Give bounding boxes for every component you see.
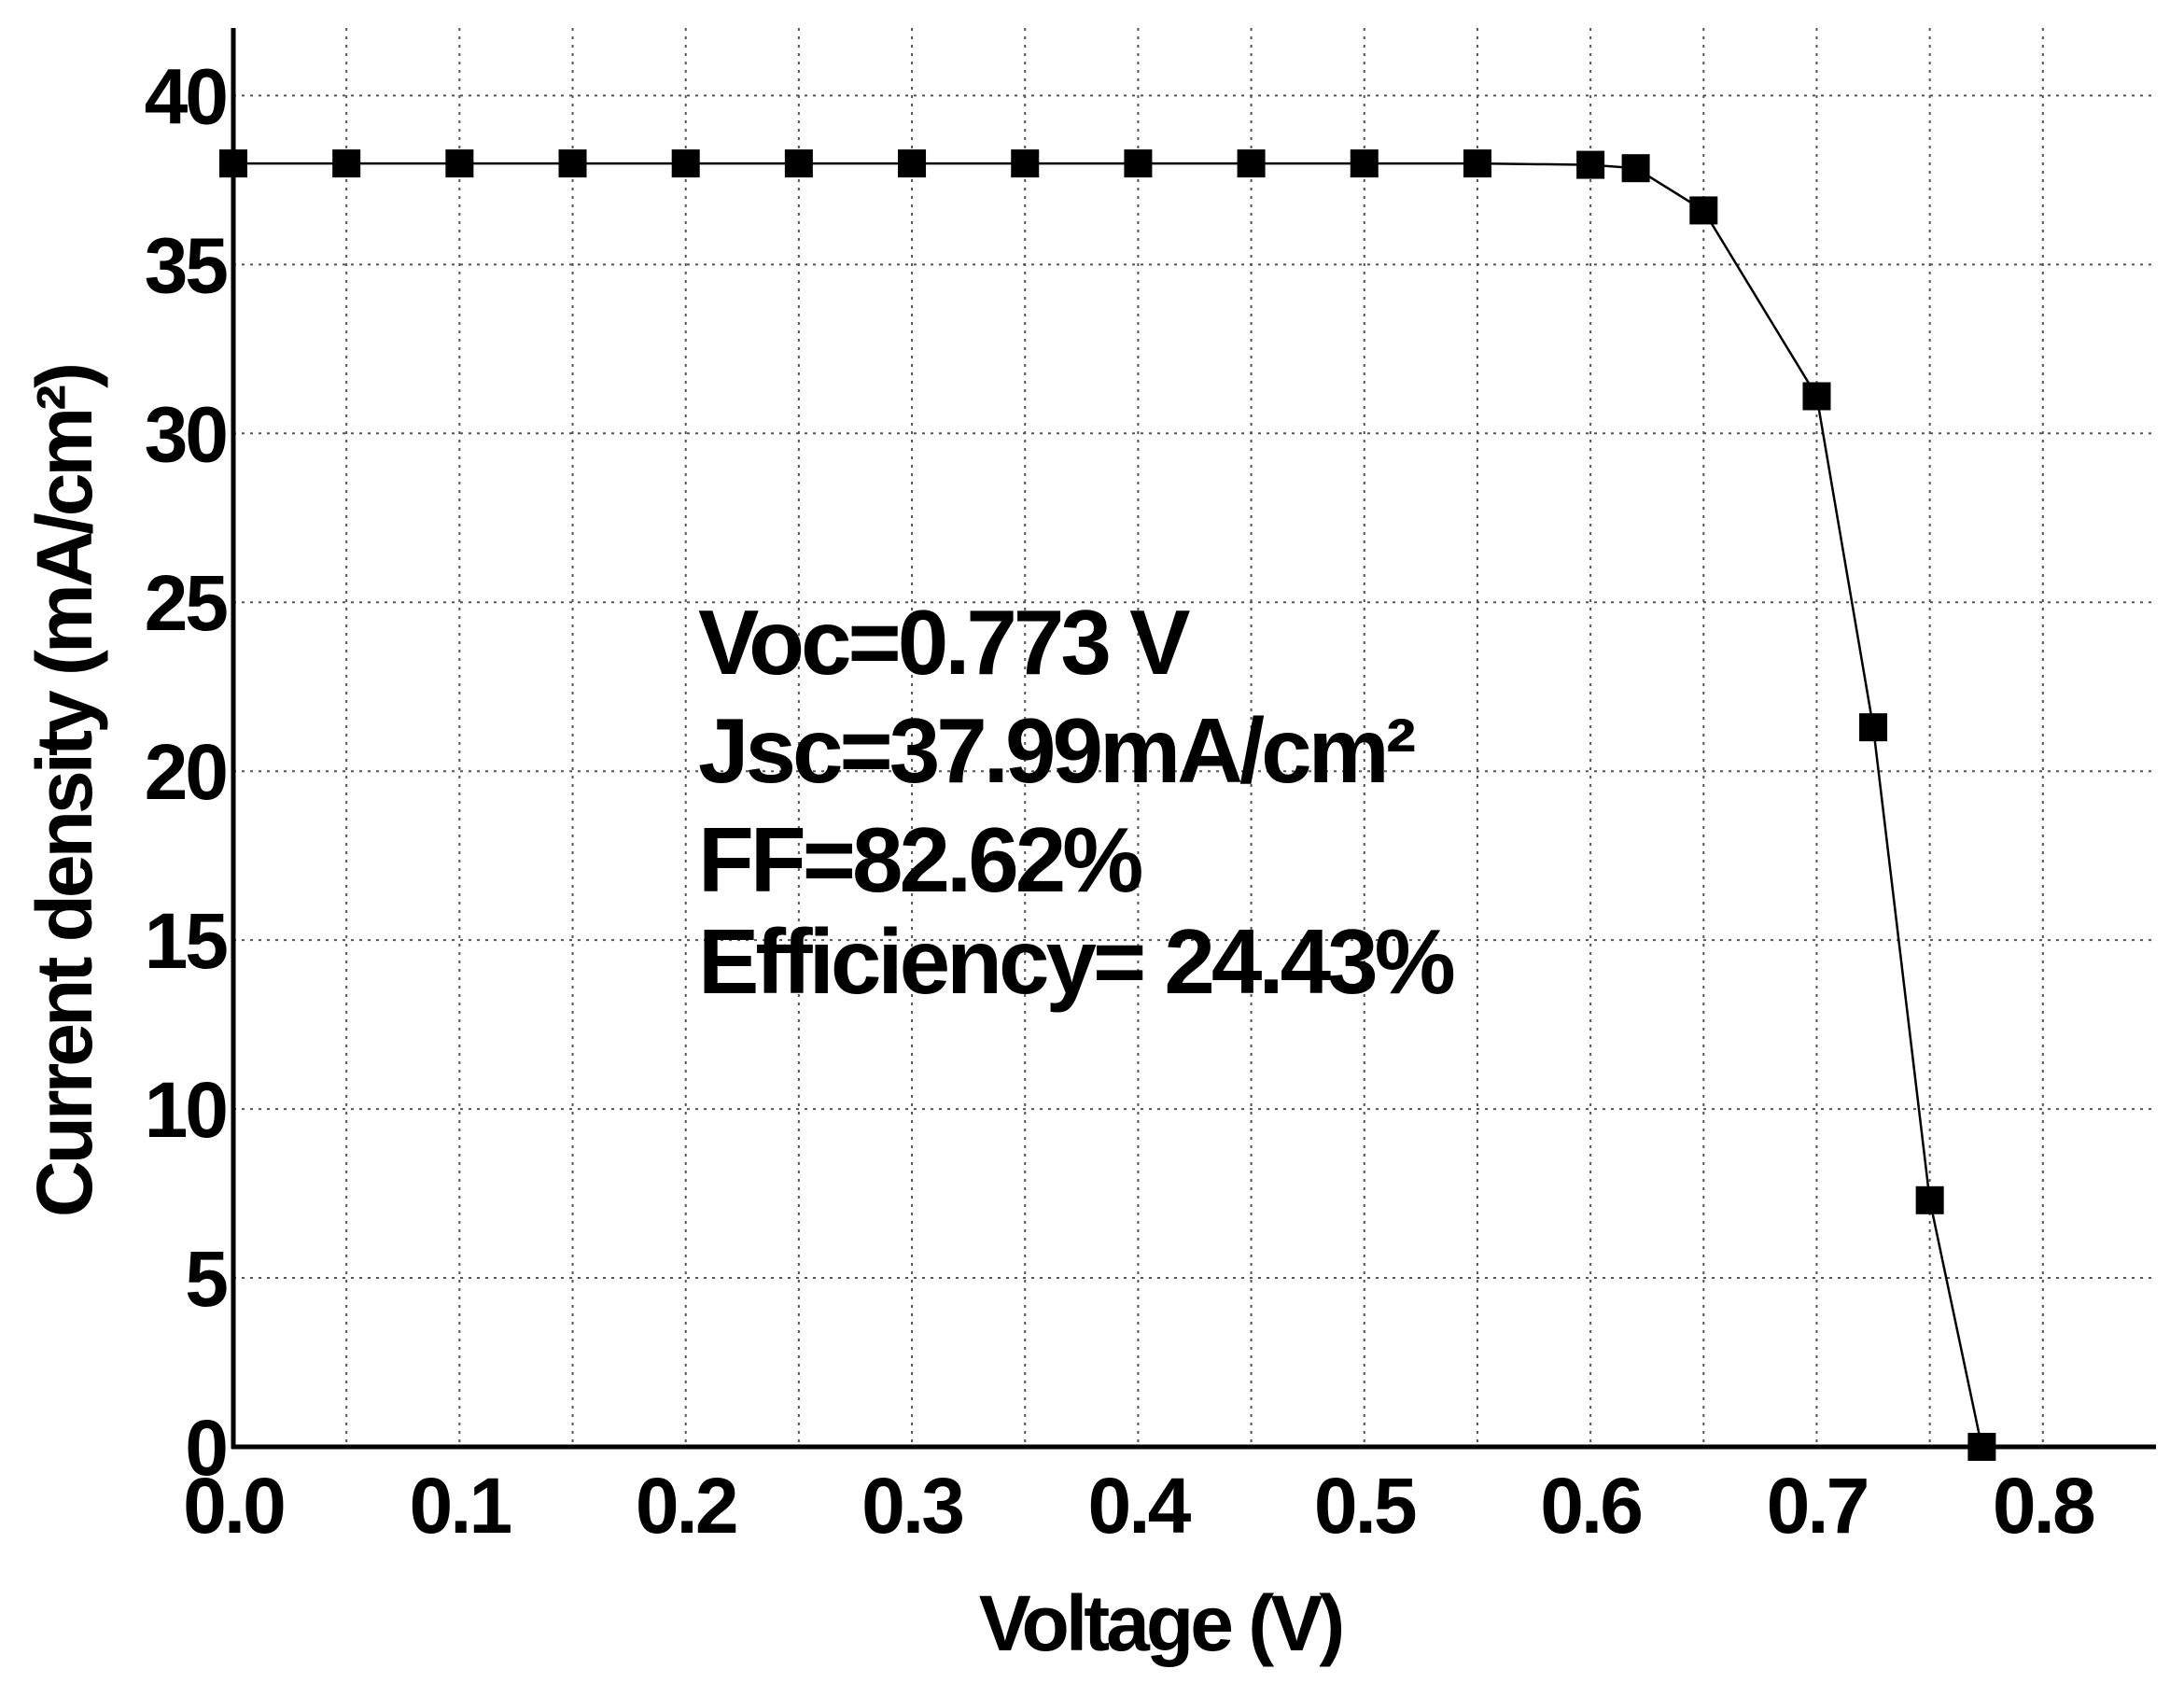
y-tick-labels: 0 5 10 15 20 25 30 35 40 [145,52,231,1492]
x-axis-title: Voltage (V) [979,1579,1341,1667]
series-line [233,161,1983,1448]
annotation-block: Voc=0.773 V Jsc=37.99mA/cm² FF=82.62% Ef… [698,591,1458,1013]
x-tick-label: 0.8 [1993,1462,2094,1550]
grid [233,28,2156,1447]
x-tick-label: 0.2 [636,1462,736,1550]
annotation-voc: Voc=0.773 V [698,591,1190,694]
x-tick-label: 0.7 [1767,1462,1868,1550]
data-point-marker [1802,382,1831,411]
data-point-marker [1350,149,1379,178]
x-tick-label: 0.5 [1314,1462,1416,1550]
data-point-marker [784,149,813,178]
data-point-marker [445,149,474,178]
y-tick-label: 30 [145,390,227,478]
x-tick-label: 0.1 [409,1462,511,1550]
y-tick-label: 40 [145,52,227,140]
data-point-marker [219,149,247,178]
data-point-marker [671,149,700,178]
y-axis-title: Current density (mA/cm²) [21,366,108,1217]
data-point-marker [1967,1433,1996,1461]
annotation-ff: FF=82.62% [698,808,1141,911]
y-tick-label: 25 [145,559,228,647]
annotation-jsc: Jsc=37.99mA/cm² [698,699,1415,802]
data-point-marker [558,149,587,178]
y-tick-label: 10 [145,1066,227,1154]
x-tick-label: 0.6 [1540,1462,1641,1550]
data-point-marker [1124,149,1153,178]
data-point-marker [898,149,927,178]
data-point-marker [1576,150,1605,179]
data-point-marker [1621,154,1650,183]
data-point-marker [1915,1185,1944,1214]
data-point-marker [1011,149,1040,178]
data-point-marker [1237,149,1266,178]
x-tick-label: 0.0 [183,1462,284,1550]
data-point-marker [1689,196,1718,225]
data-point-marker [1859,713,1888,742]
y-tick-label: 35 [145,221,228,309]
x-tick-labels: 0.0 0.1 0.2 0.3 0.4 0.5 0.6 0.7 0.8 [183,1462,2097,1550]
y-tick-label: 0 [185,1404,226,1492]
data-series [219,149,1996,1461]
y-tick-label: 20 [145,728,227,816]
y-tick-label: 15 [145,897,228,985]
axes [231,28,2156,1450]
data-point-marker [332,149,361,178]
x-tick-label: 0.4 [1088,1462,1192,1550]
y-tick-label: 5 [185,1235,227,1323]
x-tick-label: 0.3 [861,1462,962,1550]
data-point-marker [1463,149,1491,178]
annotation-efficiency: Efficiency= 24.43% [698,910,1454,1013]
